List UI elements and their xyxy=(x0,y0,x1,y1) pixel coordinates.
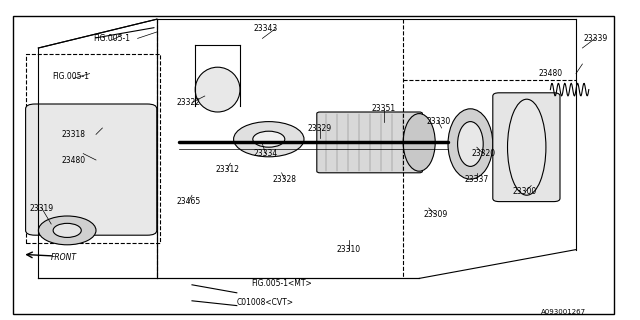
Ellipse shape xyxy=(458,122,483,166)
FancyBboxPatch shape xyxy=(317,112,422,173)
Text: 23320: 23320 xyxy=(471,149,495,158)
Text: 23312: 23312 xyxy=(215,165,239,174)
Text: 23337: 23337 xyxy=(465,175,489,184)
Text: 23322: 23322 xyxy=(177,98,201,107)
Text: 23480: 23480 xyxy=(538,69,563,78)
Ellipse shape xyxy=(195,67,240,112)
Text: C01008<CVT>: C01008<CVT> xyxy=(237,298,294,307)
FancyBboxPatch shape xyxy=(26,104,157,235)
Text: 23329: 23329 xyxy=(308,124,332,132)
Ellipse shape xyxy=(508,99,546,195)
Circle shape xyxy=(38,216,96,245)
Text: 23343: 23343 xyxy=(253,24,278,33)
Ellipse shape xyxy=(403,114,435,171)
Text: 23480: 23480 xyxy=(61,156,86,164)
Text: FIG.005-1: FIG.005-1 xyxy=(93,34,131,43)
Text: 23319: 23319 xyxy=(29,204,54,212)
Text: FRONT: FRONT xyxy=(51,253,77,262)
Text: FIG.005-1: FIG.005-1 xyxy=(52,72,89,81)
Text: 23465: 23465 xyxy=(177,197,201,206)
Text: 23351: 23351 xyxy=(372,104,396,113)
FancyBboxPatch shape xyxy=(493,93,560,202)
Circle shape xyxy=(234,122,304,157)
Text: 23334: 23334 xyxy=(253,149,278,158)
Circle shape xyxy=(253,131,285,147)
Text: 23300: 23300 xyxy=(513,188,537,196)
Text: FIG.005-1<MT>: FIG.005-1<MT> xyxy=(252,279,312,288)
Ellipse shape xyxy=(448,109,493,179)
Text: 23318: 23318 xyxy=(61,130,86,139)
Text: A093001267: A093001267 xyxy=(541,309,586,315)
Text: 23309: 23309 xyxy=(423,210,447,219)
Text: 23328: 23328 xyxy=(273,175,297,184)
Text: 23310: 23310 xyxy=(337,245,361,254)
Text: 23339: 23339 xyxy=(583,34,607,43)
Bar xyxy=(26,54,160,243)
Circle shape xyxy=(53,223,81,237)
Text: 23330: 23330 xyxy=(426,117,451,126)
